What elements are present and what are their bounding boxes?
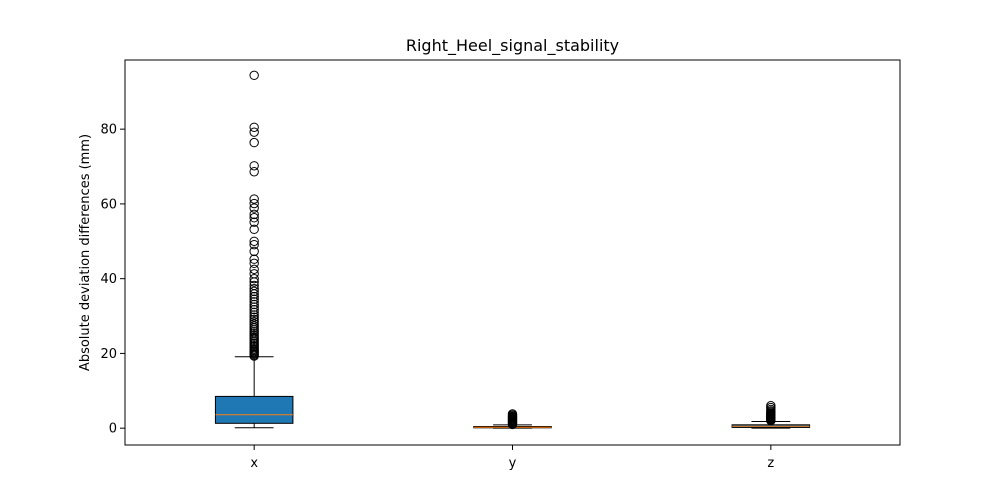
outlier-point <box>249 167 259 177</box>
x-tick-label: z <box>767 456 774 471</box>
y-tick-label: 40 <box>100 272 117 287</box>
outlier-point <box>249 307 259 318</box>
outlier-point <box>249 236 259 246</box>
outlier-point <box>507 409 518 419</box>
y-tick-label: 0 <box>109 422 117 437</box>
outlier-point <box>249 310 259 320</box>
outlier-point <box>249 213 259 223</box>
chart-title: Right_Heel_signal_stability <box>406 36 619 56</box>
outlier-point <box>249 161 259 171</box>
y-axis-label: Absolute deviation differences (mm) <box>78 134 93 371</box>
y-tick-label: 20 <box>100 347 117 362</box>
box <box>214 395 294 424</box>
outlier-point <box>249 280 259 291</box>
outlier-point <box>249 304 259 315</box>
outlier-point <box>249 194 259 204</box>
outlier-point <box>249 224 259 235</box>
outlier-point <box>249 137 259 148</box>
outlier-point <box>249 291 259 302</box>
outlier-point <box>249 246 259 257</box>
outlier-point <box>249 70 259 81</box>
outlier-point <box>249 294 259 304</box>
outlier-point <box>249 284 259 294</box>
outlier-point <box>249 321 259 331</box>
outlier-point <box>249 254 259 264</box>
outlier-point <box>249 217 259 227</box>
outlier-point <box>249 127 259 137</box>
box-group-x <box>214 70 294 429</box>
outlier-point <box>249 299 259 310</box>
outlier-point <box>249 258 259 269</box>
outlier-point <box>249 316 259 327</box>
outlier-point <box>249 312 259 322</box>
y-tick-label: 80 <box>100 123 117 138</box>
outlier-point <box>249 273 259 284</box>
outlier-point <box>249 203 259 213</box>
x-tick-label: y <box>509 456 517 471</box>
outlier-point <box>249 297 259 307</box>
outlier-point <box>249 314 259 325</box>
outlier-point <box>249 122 259 132</box>
outlier-point <box>249 264 259 275</box>
outlier-point <box>249 239 259 250</box>
outlier-point <box>249 269 259 279</box>
x-tick-label: x <box>250 456 258 471</box>
plot-frame <box>124 59 901 446</box>
outlier-point <box>249 302 259 312</box>
y-tick-label: 60 <box>100 197 117 212</box>
outlier-point <box>249 286 259 297</box>
box-group-y <box>473 409 552 430</box>
plot-area: 0 20 40 60 80 x y z <box>100 59 901 471</box>
outlier-point <box>249 209 259 220</box>
outlier-point <box>766 401 776 411</box>
outlier-point <box>249 198 259 209</box>
box-group-z <box>731 401 811 429</box>
outlier-point <box>249 319 259 329</box>
